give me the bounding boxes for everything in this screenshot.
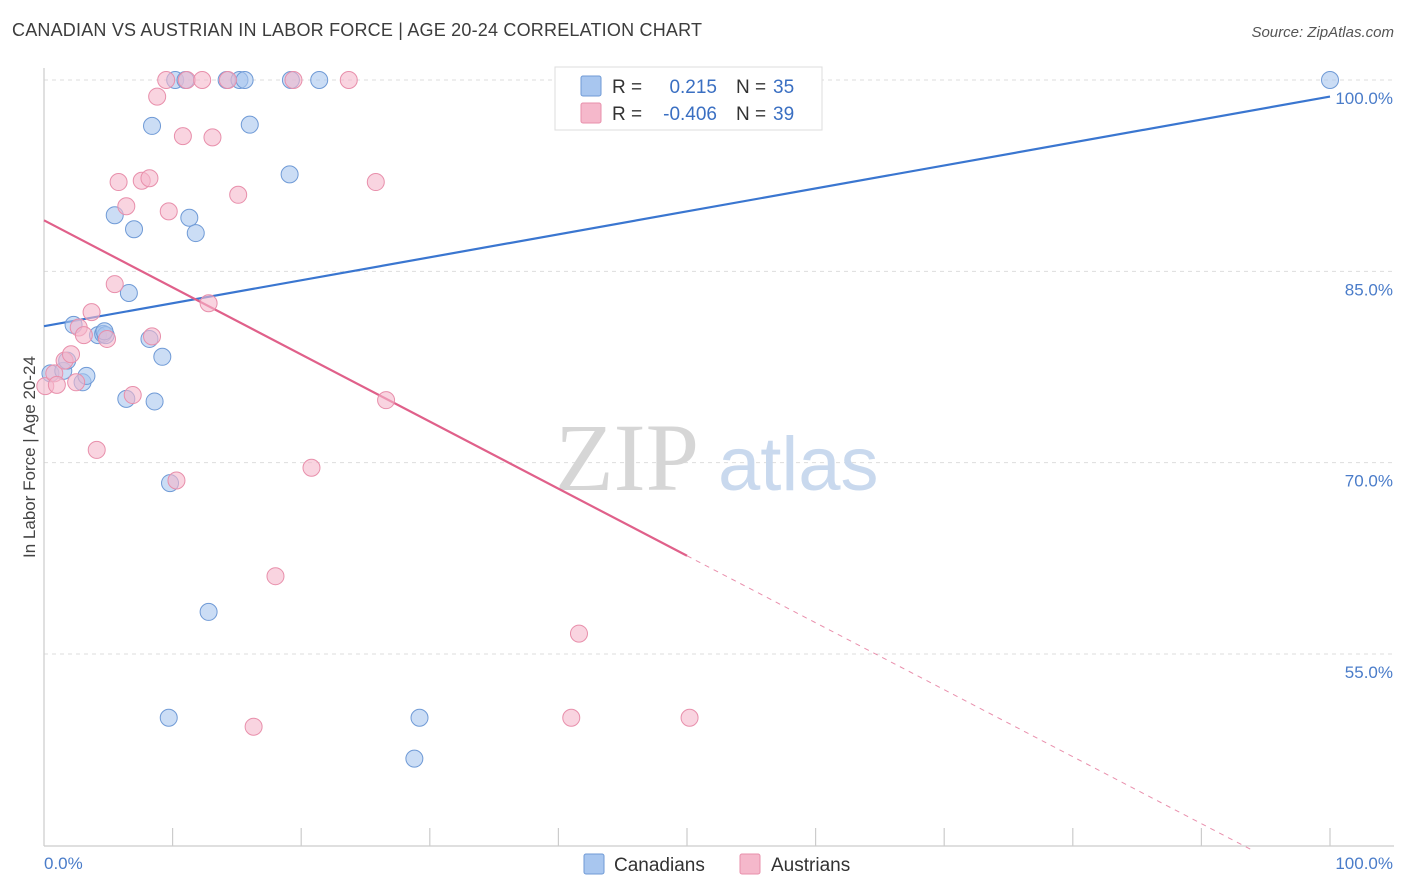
data-points <box>36 71 1339 768</box>
trendline-austrians <box>43 219 688 557</box>
trendline-dashed-austrians <box>686 555 1254 851</box>
point-canadians-24 <box>199 602 218 621</box>
point-canadians-33 <box>410 708 429 727</box>
x-tick-labels: 0.0% 100.0% <box>44 854 1393 873</box>
point-canadians-15 <box>153 347 172 366</box>
legend-n-value-canadians: 35 <box>773 77 794 98</box>
point-austrians-25 <box>203 128 222 147</box>
series-legend: Canadians Austrians <box>583 853 850 876</box>
x-tick-label-min: 0.0% <box>44 854 83 873</box>
source-credit: Source: ZipAtlas.com <box>1251 24 1394 41</box>
point-austrians-7 <box>82 303 101 322</box>
point-canadians-18 <box>143 116 162 135</box>
point-austrians-31 <box>302 458 321 477</box>
legend-swatch-canadians <box>580 75 602 97</box>
legend-label-austrians: Austrians <box>771 855 850 876</box>
legend-n-label-canadians: N = <box>736 77 766 98</box>
legend-label-canadians: Canadians <box>614 855 705 876</box>
point-canadians-10 <box>119 284 138 303</box>
point-austrians-21 <box>173 127 192 146</box>
point-austrians-37 <box>680 708 699 727</box>
y-axis-label: In Labor Force | Age 20-24 <box>20 356 39 558</box>
point-austrians-13 <box>123 386 142 405</box>
point-austrians-32 <box>339 71 358 89</box>
point-austrians-16 <box>143 327 162 346</box>
legend-n-label-austrians: N = <box>736 104 766 125</box>
legend-swatch-austrians <box>580 102 602 124</box>
axes <box>43 68 1394 847</box>
point-austrians-9 <box>98 329 117 348</box>
legend-r-value-canadians: 0.215 <box>669 77 717 98</box>
legend-swatch-austrians-bottom <box>739 853 761 875</box>
x-tick-label-max: 100.0% <box>1335 854 1393 873</box>
watermark-zip: ZIP <box>555 404 699 511</box>
gridlines <box>44 79 1394 655</box>
point-austrians-17 <box>148 87 167 106</box>
chart-title: CANADIAN VS AUSTRIAN IN LABOR FORCE | AG… <box>12 20 703 40</box>
legend-n-value-austrians: 39 <box>773 104 794 125</box>
legend-swatch-canadians-bottom <box>583 853 605 875</box>
point-austrians-18 <box>157 71 176 89</box>
point-austrians-12 <box>117 197 136 216</box>
point-canadians-12 <box>125 220 144 239</box>
point-austrians-38 <box>67 373 86 392</box>
watermark-atlas: atlas <box>718 422 879 507</box>
y-tick-labels: 55.0% 70.0% 85.0% 100.0% <box>1335 89 1393 682</box>
point-austrians-26 <box>218 71 237 89</box>
point-austrians-27 <box>229 185 248 204</box>
point-austrians-35 <box>562 708 581 727</box>
point-austrians-20 <box>167 471 186 490</box>
point-canadians-23 <box>186 224 205 243</box>
correlation-legend: R = 0.215 N = 35 R = -0.406 N = 39 <box>554 66 823 131</box>
point-canadians-27 <box>235 71 254 89</box>
point-canadians-19 <box>159 708 178 727</box>
y-tick-label-2: 85.0% <box>1345 280 1393 299</box>
point-austrians-2 <box>47 375 66 394</box>
point-austrians-11 <box>109 173 128 192</box>
point-austrians-30 <box>284 71 303 89</box>
point-austrians-22 <box>177 71 196 89</box>
point-canadians-31 <box>310 71 329 89</box>
legend-r-label-austrians: R = <box>612 104 642 125</box>
point-austrians-15 <box>140 169 159 188</box>
point-austrians-8 <box>87 440 106 459</box>
point-austrians-10 <box>105 275 124 294</box>
y-tick-label-3: 100.0% <box>1335 89 1393 108</box>
point-austrians-33 <box>366 173 385 192</box>
point-austrians-19 <box>159 202 178 221</box>
legend-r-value-austrians: -0.406 <box>663 104 717 125</box>
trend-lines <box>43 95 1331 851</box>
legend-r-label-canadians: R = <box>612 77 642 98</box>
point-austrians-34 <box>377 391 396 410</box>
point-canadians-28 <box>240 115 259 134</box>
point-canadians-22 <box>180 208 199 227</box>
point-austrians-36 <box>569 624 588 643</box>
point-austrians-29 <box>266 567 285 586</box>
point-austrians-6 <box>74 326 93 345</box>
y-tick-label-0: 55.0% <box>1345 663 1393 682</box>
trendline-canadians <box>43 95 1331 328</box>
point-austrians-23 <box>193 71 212 89</box>
point-canadians-34 <box>1321 71 1339 89</box>
point-austrians-4 <box>62 345 81 364</box>
point-austrians-24 <box>199 294 218 313</box>
y-tick-label-1: 70.0% <box>1345 472 1393 491</box>
point-canadians-16 <box>145 392 164 411</box>
point-austrians-28 <box>244 717 263 736</box>
point-canadians-32 <box>405 749 424 768</box>
point-canadians-29 <box>280 165 299 184</box>
